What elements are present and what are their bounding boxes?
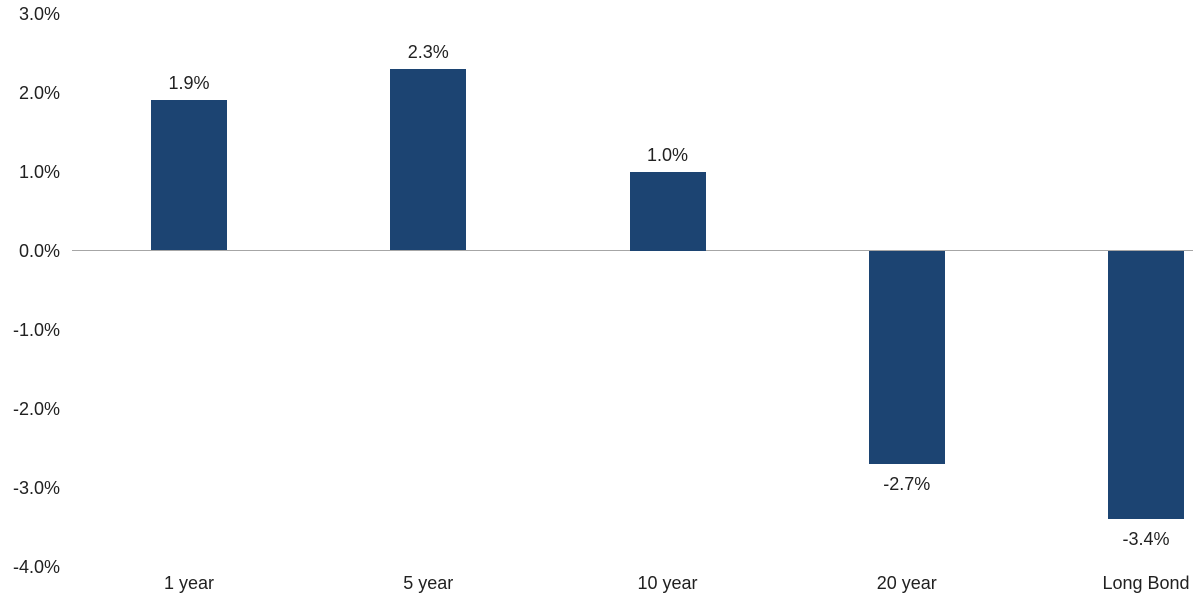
y-tick-label: -4.0% [12, 556, 60, 577]
bar-20-year [868, 250, 945, 464]
bar-value-label: 2.3% [407, 41, 449, 62]
y-tick-label: -2.0% [12, 398, 60, 419]
y-tick-label: 1.0% [18, 161, 60, 182]
bar-5-year [390, 68, 467, 251]
bar-long-bond [1108, 250, 1184, 520]
y-tick-label: 0.0% [18, 240, 60, 261]
bar-10-year [629, 171, 706, 251]
bar-value-label: -2.7% [883, 473, 931, 494]
bar-value-label: 1.9% [168, 73, 210, 94]
y-tick-label: -1.0% [12, 319, 60, 340]
y-tick-label: 2.0% [18, 82, 60, 103]
x-axis-label-long-bond: Long Bond [1102, 573, 1190, 593]
x-axis-label-1-year: 1 year [163, 573, 215, 593]
y-tick-label: -3.0% [12, 477, 60, 498]
x-axis-label-10-year: 10 year [637, 573, 698, 593]
bar-value-label: -3.4% [1122, 529, 1170, 550]
bar-1-year [151, 100, 227, 251]
bar-value-label: 1.0% [646, 144, 689, 165]
x-axis-label-5-year: 5 year [403, 573, 454, 593]
y-tick-label: 3.0% [18, 3, 60, 24]
x-axis-label-20-year: 20 year [876, 573, 937, 593]
